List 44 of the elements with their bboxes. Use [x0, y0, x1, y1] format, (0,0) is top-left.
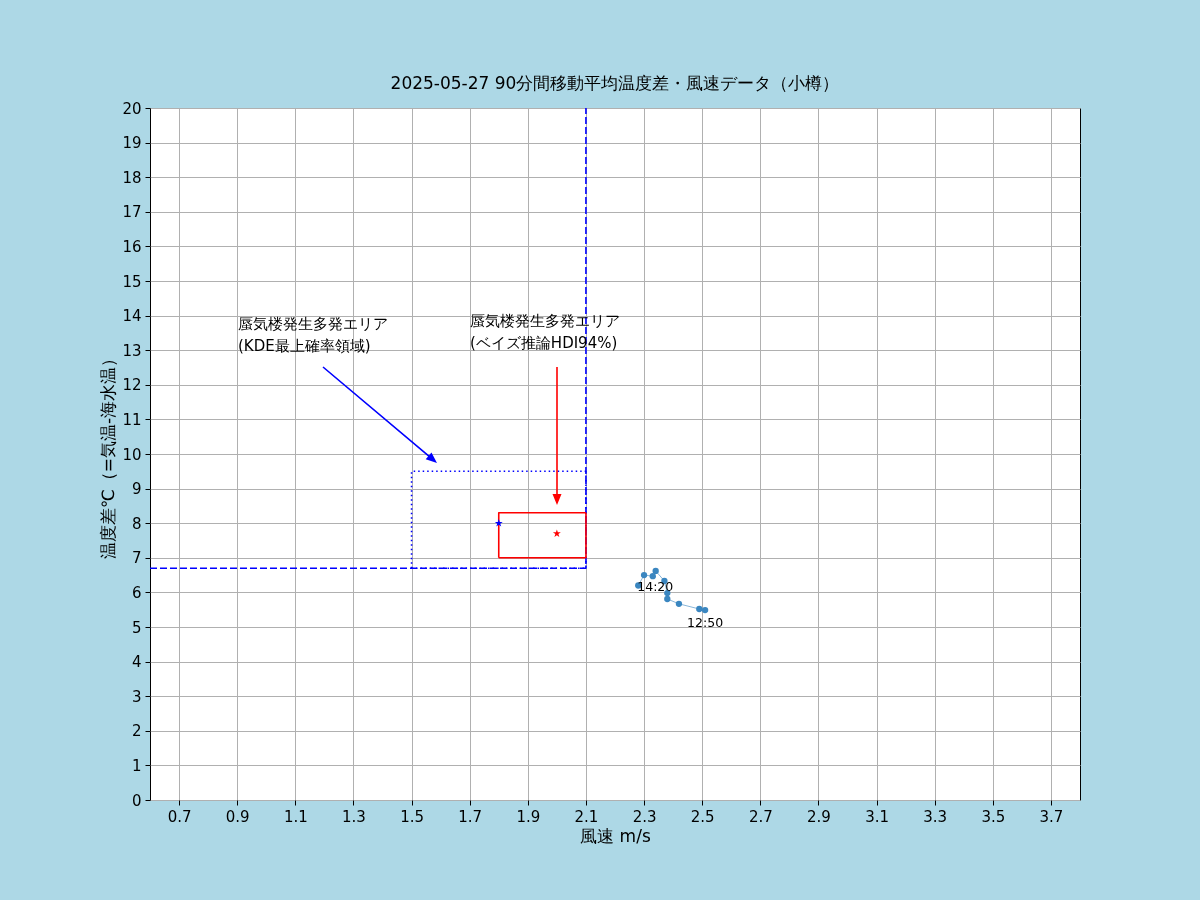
y-tick-label: 16: [122, 237, 142, 256]
x-tick-label: 3.3: [923, 807, 948, 826]
x-tick-label: 1.1: [283, 807, 308, 826]
y-tick-label: 15: [122, 272, 142, 291]
x-tick-label: 3.5: [981, 807, 1006, 826]
y-tick-label: 0: [131, 791, 142, 810]
x-tick-label: 1.5: [400, 807, 424, 826]
y-tick-label: 6: [131, 583, 142, 602]
y-tick-label: 11: [122, 410, 142, 429]
y-tick-label: 4: [131, 653, 142, 672]
y-tick-label: 14: [122, 307, 142, 326]
annotation: 12:50: [687, 615, 724, 631]
y-tick-label: 18: [122, 168, 142, 187]
x-tick-label: 0.7: [167, 807, 192, 826]
y-tick-label: 9: [131, 480, 142, 499]
y-tick-label: 3: [131, 687, 142, 706]
x-tick-label: 1.3: [342, 807, 366, 826]
x-tick-label: 2.9: [807, 807, 831, 826]
y-tick-label: 2: [131, 722, 142, 741]
y-tick-label: 10: [122, 445, 142, 464]
x-tick-label: 1.9: [516, 807, 541, 826]
x-tick-label: 1.7: [458, 807, 483, 826]
chart-title: 2025-05-27 90分間移動平均温度差・風速データ（小樽）: [390, 73, 840, 93]
y-tick-label: 17: [122, 203, 142, 222]
x-tick-label: 2.5: [690, 807, 715, 826]
y-tick-label: 20: [122, 99, 142, 118]
y-tick-label: 13: [122, 341, 142, 360]
x-tick-label: 3.1: [865, 807, 889, 826]
y-tick-label: 12: [122, 376, 142, 395]
x-tick-label: 3.7: [1039, 807, 1064, 826]
annotation: 蜃気楼発生多発エリア (ベイズ推論HDI94%): [470, 312, 620, 352]
y-axis-title: 温度差℃（=気温-海水温）: [98, 349, 119, 560]
x-tick-label: 2.3: [632, 807, 657, 826]
x-axis-title: 風速 m/s: [580, 825, 651, 846]
y-tick-label: 5: [131, 618, 142, 637]
y-tick-label: 1: [131, 756, 142, 775]
annotation: 蜃気楼発生多発エリア (KDE最上確率領域): [238, 315, 388, 355]
y-tick-label: 8: [131, 514, 142, 533]
x-tick-label: 0.9: [225, 807, 250, 826]
y-tick-label: 7: [131, 549, 142, 568]
x-tick-label: 2.1: [574, 807, 599, 826]
x-tick-label: 2.7: [748, 807, 773, 826]
annotation: 14:20: [637, 579, 674, 595]
y-tick-label: 19: [122, 134, 142, 153]
